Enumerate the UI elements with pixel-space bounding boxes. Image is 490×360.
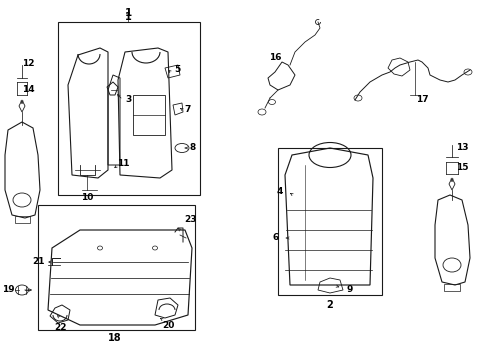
Text: 17: 17 (416, 95, 428, 104)
Text: 5: 5 (174, 66, 180, 75)
Text: 2: 2 (327, 300, 333, 310)
Text: 20: 20 (162, 321, 174, 330)
Text: 4: 4 (277, 188, 283, 197)
Text: 22: 22 (54, 324, 66, 333)
Bar (133, 95, 165, 135)
Bar (38, 205, 195, 330)
Text: 1: 1 (124, 12, 131, 22)
Text: 7: 7 (185, 104, 191, 113)
Bar (444, 284, 460, 291)
Text: 16: 16 (269, 54, 281, 63)
Text: 10: 10 (81, 193, 93, 202)
Text: 11: 11 (117, 158, 129, 167)
Text: 9: 9 (347, 284, 353, 293)
Bar (278, 148, 382, 295)
Text: 13: 13 (456, 144, 468, 153)
Text: 21: 21 (32, 256, 44, 266)
Text: 15: 15 (456, 162, 468, 171)
Bar (58, 22, 200, 195)
Text: 3: 3 (125, 94, 131, 104)
Text: 14: 14 (22, 85, 34, 94)
Text: 12: 12 (22, 58, 34, 68)
Text: 19: 19 (1, 285, 14, 294)
Text: 8: 8 (190, 144, 196, 153)
Text: 1: 1 (124, 8, 132, 18)
Text: 23: 23 (184, 216, 196, 225)
Text: 6: 6 (273, 234, 279, 243)
Text: 18: 18 (108, 333, 122, 343)
Bar (15, 216, 30, 223)
